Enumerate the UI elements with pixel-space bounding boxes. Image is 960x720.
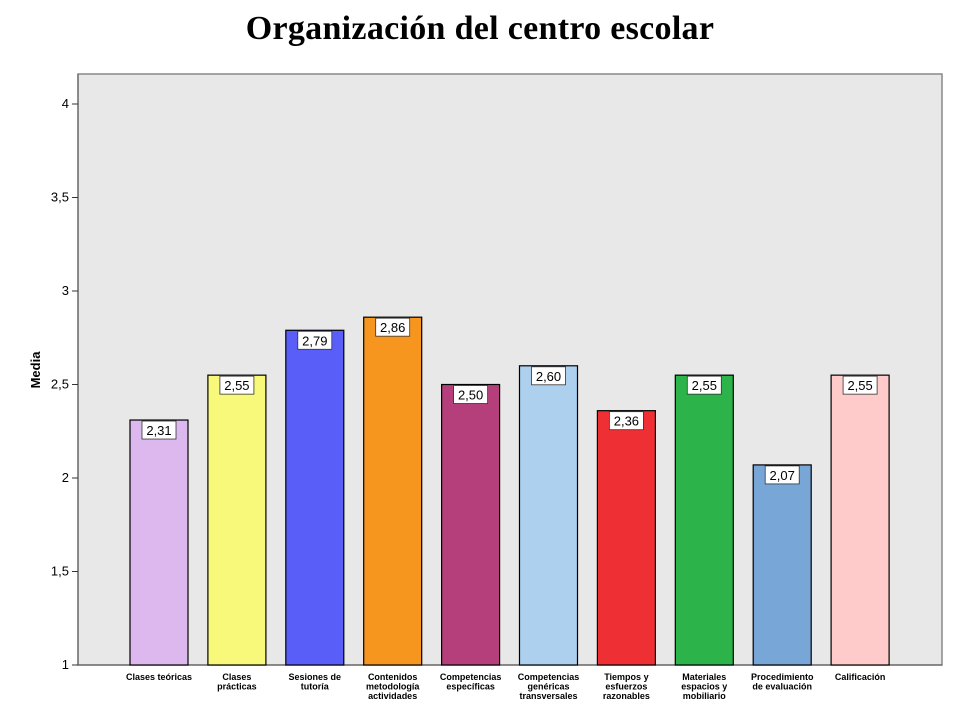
- value-label: 2,55: [224, 378, 249, 393]
- value-label-box: [141, 420, 177, 440]
- y-tick-label: 2,5: [51, 377, 69, 392]
- y-axis-title: Media: [28, 351, 43, 389]
- bar: [752, 464, 812, 666]
- value-label: 2,86: [380, 320, 405, 335]
- bar: [518, 365, 579, 666]
- value-label-box: [609, 411, 644, 431]
- value-label-box: [764, 465, 800, 485]
- value-label-box: [219, 375, 255, 395]
- value-label-box: [842, 375, 878, 395]
- category-label: Calificación: [835, 672, 886, 682]
- y-tick-label: 4: [62, 96, 69, 111]
- value-label-box: [453, 385, 489, 404]
- bars: [129, 316, 890, 666]
- value-label-box: [531, 366, 566, 386]
- value-label: 2,31: [146, 423, 171, 438]
- value-label-box: [297, 330, 333, 350]
- bar: [129, 419, 189, 666]
- bar: [441, 383, 501, 666]
- category-label: Competencias genéricas transversales: [518, 672, 580, 701]
- value-label: 2,55: [692, 378, 717, 393]
- y-tick-label: 3,5: [51, 190, 69, 205]
- value-label: 2,55: [847, 378, 872, 393]
- bar: [207, 374, 267, 666]
- category-label: Clases prácticas: [217, 672, 257, 692]
- category-label: Materiales espacios y mobiliario: [681, 672, 727, 701]
- category-label: Sesiones de tutoría: [289, 672, 342, 692]
- value-label: 2,79: [302, 333, 327, 348]
- value-labels: 2,31 2,55 2,79 2,86 2,50 2,60 2,36 2,55 2,07 2,55: [141, 317, 878, 485]
- bar: [363, 316, 423, 666]
- bar: [674, 374, 734, 666]
- category-label: Contenidos metodología actividades: [366, 672, 420, 701]
- bar: [830, 374, 890, 666]
- category-label: Competencias específicas: [440, 672, 502, 692]
- value-label: 2,07: [770, 468, 795, 483]
- y-tick-label: 2: [62, 470, 69, 485]
- category-label: Procedimiento de evaluación: [751, 672, 814, 692]
- category-label: Tiempos y esfuerzos razonables: [603, 672, 650, 701]
- value-label: 2,50: [458, 388, 483, 403]
- category-label: Clases teóricas: [126, 672, 192, 682]
- y-tick-label: 3: [62, 283, 69, 298]
- value-label: 2,60: [536, 369, 561, 384]
- x-axis-labels: Clases teóricas Clases prácticas Sesiones d…: [126, 672, 885, 701]
- bar: [285, 329, 345, 666]
- bar: [596, 410, 657, 666]
- y-tick-label: 1: [62, 657, 69, 672]
- value-label-box: [686, 375, 722, 395]
- value-label-box: [375, 317, 411, 337]
- y-tick-label: 1,5: [51, 564, 69, 579]
- chart-title: Organización del centro escolar: [245, 10, 715, 47]
- value-label: 2,36: [614, 414, 639, 429]
